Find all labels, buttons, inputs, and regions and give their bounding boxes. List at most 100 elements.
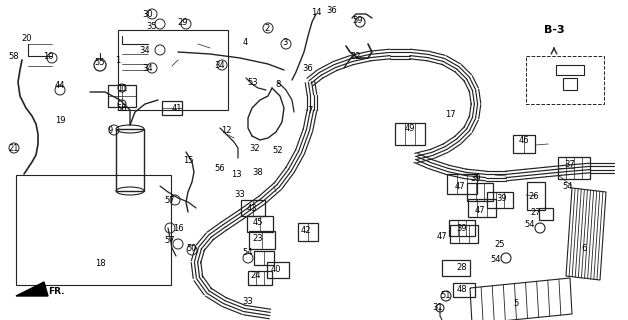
Text: 51: 51 bbox=[441, 292, 452, 300]
Bar bbox=[449, 220, 475, 236]
Bar bbox=[248, 271, 272, 285]
Text: 19: 19 bbox=[55, 116, 65, 124]
Bar bbox=[162, 101, 182, 115]
Text: 33: 33 bbox=[242, 298, 253, 307]
Bar bbox=[468, 199, 496, 217]
Text: 3: 3 bbox=[283, 37, 288, 46]
Text: 54: 54 bbox=[490, 255, 501, 265]
Text: 20: 20 bbox=[22, 34, 32, 43]
Bar bbox=[118, 30, 228, 110]
Text: 59: 59 bbox=[353, 15, 363, 25]
Text: 56: 56 bbox=[117, 103, 127, 113]
Text: 15: 15 bbox=[183, 156, 193, 164]
Bar bbox=[395, 123, 425, 145]
Bar bbox=[453, 283, 475, 297]
Text: 35: 35 bbox=[147, 21, 157, 30]
Bar bbox=[254, 251, 274, 265]
Text: 56: 56 bbox=[215, 164, 225, 172]
Text: 10: 10 bbox=[43, 52, 53, 60]
Text: B-3: B-3 bbox=[544, 25, 565, 35]
Text: FR.: FR. bbox=[48, 286, 64, 295]
Text: 18: 18 bbox=[95, 260, 106, 268]
Text: 28: 28 bbox=[457, 263, 467, 273]
Text: 29: 29 bbox=[178, 18, 188, 27]
Text: 48: 48 bbox=[457, 285, 467, 294]
Text: 39: 39 bbox=[471, 173, 481, 182]
Text: 8: 8 bbox=[275, 79, 281, 89]
Text: 13: 13 bbox=[230, 170, 241, 179]
Text: 4: 4 bbox=[242, 37, 247, 46]
Text: 38: 38 bbox=[252, 167, 263, 177]
Text: 34: 34 bbox=[215, 60, 225, 69]
Bar bbox=[249, 231, 275, 249]
Text: 43: 43 bbox=[247, 204, 257, 212]
Text: 37: 37 bbox=[565, 159, 575, 169]
Text: 12: 12 bbox=[221, 125, 231, 134]
Text: 14: 14 bbox=[311, 7, 322, 17]
Text: 21: 21 bbox=[9, 143, 19, 153]
Text: 54: 54 bbox=[563, 181, 573, 190]
Text: 7: 7 bbox=[307, 106, 313, 115]
Text: 23: 23 bbox=[252, 234, 263, 243]
Text: 45: 45 bbox=[252, 218, 263, 227]
Text: 42: 42 bbox=[301, 226, 311, 235]
Text: 54: 54 bbox=[525, 220, 535, 228]
Bar bbox=[267, 262, 289, 278]
Text: 16: 16 bbox=[173, 223, 183, 233]
Bar bbox=[487, 192, 513, 208]
Text: 36: 36 bbox=[327, 5, 337, 14]
Bar bbox=[16, 175, 171, 285]
Bar bbox=[556, 65, 584, 75]
Text: 41: 41 bbox=[171, 103, 182, 113]
Text: 31: 31 bbox=[433, 303, 443, 313]
Text: 26: 26 bbox=[529, 191, 539, 201]
Text: 53: 53 bbox=[247, 77, 258, 86]
Text: 49: 49 bbox=[405, 124, 415, 132]
Text: 11: 11 bbox=[117, 84, 127, 92]
Text: 57: 57 bbox=[165, 236, 175, 244]
Text: 47: 47 bbox=[436, 231, 447, 241]
Text: 34: 34 bbox=[143, 63, 153, 73]
Bar bbox=[450, 225, 478, 243]
Bar bbox=[563, 78, 577, 90]
Bar bbox=[513, 135, 535, 153]
Bar bbox=[558, 157, 590, 179]
Text: 47: 47 bbox=[475, 205, 485, 214]
Bar bbox=[108, 85, 136, 107]
Text: 32: 32 bbox=[250, 143, 261, 153]
Text: 40: 40 bbox=[271, 266, 281, 275]
Text: 22: 22 bbox=[351, 52, 361, 60]
Text: 44: 44 bbox=[55, 81, 65, 90]
Text: 33: 33 bbox=[235, 189, 246, 198]
Text: 46: 46 bbox=[519, 135, 529, 145]
Text: 39: 39 bbox=[497, 194, 507, 203]
Text: 36: 36 bbox=[303, 63, 313, 73]
Text: 2: 2 bbox=[264, 23, 269, 33]
Bar bbox=[247, 216, 273, 232]
Bar bbox=[298, 223, 318, 241]
Text: 1: 1 bbox=[116, 55, 121, 65]
Text: 24: 24 bbox=[251, 271, 261, 281]
Text: 9: 9 bbox=[107, 125, 112, 134]
Polygon shape bbox=[16, 282, 48, 296]
Bar bbox=[442, 260, 470, 276]
Text: 57: 57 bbox=[165, 196, 175, 204]
Text: 6: 6 bbox=[582, 244, 587, 252]
Text: 17: 17 bbox=[445, 109, 455, 118]
Text: 30: 30 bbox=[143, 10, 153, 19]
Bar bbox=[241, 200, 265, 216]
Text: 55: 55 bbox=[95, 58, 106, 67]
Bar bbox=[116, 129, 144, 191]
Bar bbox=[447, 174, 477, 194]
Bar bbox=[467, 183, 493, 201]
Bar bbox=[539, 208, 553, 220]
Text: 34: 34 bbox=[139, 45, 150, 54]
Text: 27: 27 bbox=[531, 207, 541, 217]
Text: 5: 5 bbox=[513, 300, 519, 308]
Text: 52: 52 bbox=[273, 146, 283, 155]
Text: 54: 54 bbox=[243, 247, 253, 257]
Text: 39: 39 bbox=[457, 223, 467, 233]
Text: 58: 58 bbox=[9, 52, 19, 60]
Text: 47: 47 bbox=[455, 181, 465, 190]
Bar bbox=[526, 56, 604, 104]
